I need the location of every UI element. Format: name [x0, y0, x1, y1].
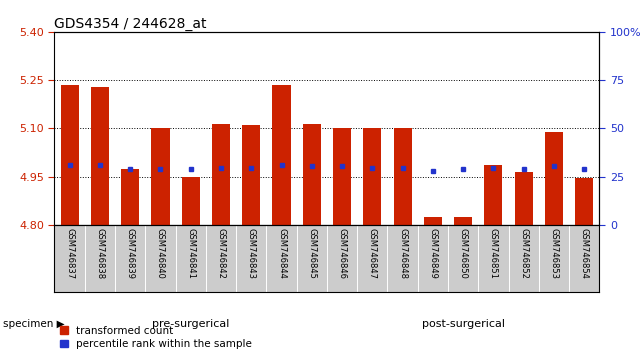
Text: GSM746852: GSM746852 — [519, 228, 528, 279]
Text: GSM746846: GSM746846 — [338, 228, 347, 279]
Bar — [515, 172, 533, 225]
Bar — [181, 177, 200, 225]
Text: GSM746849: GSM746849 — [428, 228, 437, 279]
Text: GSM746854: GSM746854 — [579, 228, 588, 279]
Text: GSM746843: GSM746843 — [247, 228, 256, 279]
Bar — [363, 129, 381, 225]
Bar — [272, 85, 290, 225]
Text: GSM746850: GSM746850 — [458, 228, 468, 279]
Bar — [212, 124, 230, 225]
Text: GSM746837: GSM746837 — [65, 228, 74, 279]
Text: GSM746851: GSM746851 — [489, 228, 498, 279]
Bar — [575, 178, 594, 225]
Text: GSM746838: GSM746838 — [96, 228, 104, 279]
Text: GSM746839: GSM746839 — [126, 228, 135, 279]
Bar — [394, 129, 412, 225]
Text: GSM746841: GSM746841 — [186, 228, 196, 279]
Text: post-surgerical: post-surgerical — [422, 319, 504, 329]
Bar — [121, 169, 139, 225]
Bar — [333, 129, 351, 225]
Text: GSM746844: GSM746844 — [277, 228, 286, 279]
Text: pre-surgerical: pre-surgerical — [152, 319, 229, 329]
Text: specimen ▶: specimen ▶ — [3, 319, 65, 329]
Text: GSM746840: GSM746840 — [156, 228, 165, 279]
Bar — [485, 165, 503, 225]
Text: GSM746845: GSM746845 — [307, 228, 316, 279]
Text: GSM746848: GSM746848 — [398, 228, 407, 279]
Bar — [91, 86, 109, 225]
Text: GSM746847: GSM746847 — [368, 228, 377, 279]
Legend: transformed count, percentile rank within the sample: transformed count, percentile rank withi… — [60, 326, 253, 349]
Text: GSM746842: GSM746842 — [217, 228, 226, 279]
Bar — [60, 85, 79, 225]
Bar — [151, 129, 169, 225]
Bar — [454, 217, 472, 225]
Text: GSM746853: GSM746853 — [549, 228, 558, 279]
Bar — [242, 125, 260, 225]
Bar — [424, 217, 442, 225]
Bar — [303, 124, 321, 225]
Text: GDS4354 / 244628_at: GDS4354 / 244628_at — [54, 17, 207, 31]
Bar — [545, 132, 563, 225]
